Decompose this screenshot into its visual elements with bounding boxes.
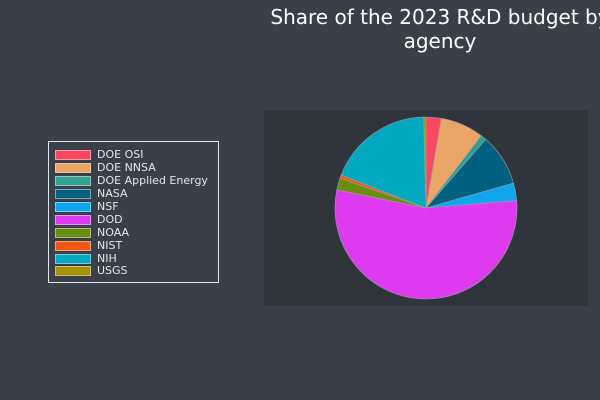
pie-slice-usgs	[423, 116, 427, 209]
legend-item: DOE NNSA	[55, 162, 218, 175]
chart-title: Share of the 2023 R&D budget by agency	[270, 5, 600, 53]
legend-swatch	[55, 189, 91, 200]
legend-label: NSF	[97, 200, 119, 213]
legend-item: DOE Applied Energy	[55, 175, 218, 188]
pie-chart	[334, 116, 518, 300]
legend-label: NIH	[97, 251, 117, 265]
legend-swatch	[55, 240, 91, 251]
legend-swatch	[55, 202, 91, 212]
pie-slice-nih	[340, 116, 427, 209]
legend-label: DOD	[97, 212, 123, 226]
legend-swatch	[55, 227, 91, 238]
legend-label: DOE Applied Energy	[97, 174, 208, 188]
legend-swatch	[55, 163, 91, 174]
legend-label: NOAA	[97, 225, 130, 239]
legend-label: NIST	[97, 238, 123, 252]
legend-label: DOE OSI	[97, 148, 144, 162]
legend: DOE OSI DOE NNSA DOE Applied Energy NASA NSF…	[48, 141, 219, 283]
pie-slice-dod	[334, 189, 518, 300]
legend-swatch	[55, 150, 91, 161]
plot-area	[264, 110, 588, 306]
legend-item: DOD	[55, 213, 218, 226]
legend-item: NIST	[55, 239, 218, 252]
legend-item: NIH	[55, 252, 218, 265]
legend-swatch	[55, 214, 91, 225]
legend-item: USGS	[55, 265, 218, 278]
legend-item: NASA	[55, 188, 218, 201]
legend-item: NSF	[55, 201, 218, 214]
legend-label: DOE NNSA	[97, 161, 156, 175]
legend-swatch	[55, 253, 91, 264]
legend-swatch	[55, 266, 91, 277]
legend-label: USGS	[97, 264, 128, 278]
legend-swatch	[55, 176, 91, 187]
legend-item: NOAA	[55, 226, 218, 239]
legend-label: NASA	[97, 187, 128, 201]
legend-item: DOE OSI	[55, 149, 218, 162]
